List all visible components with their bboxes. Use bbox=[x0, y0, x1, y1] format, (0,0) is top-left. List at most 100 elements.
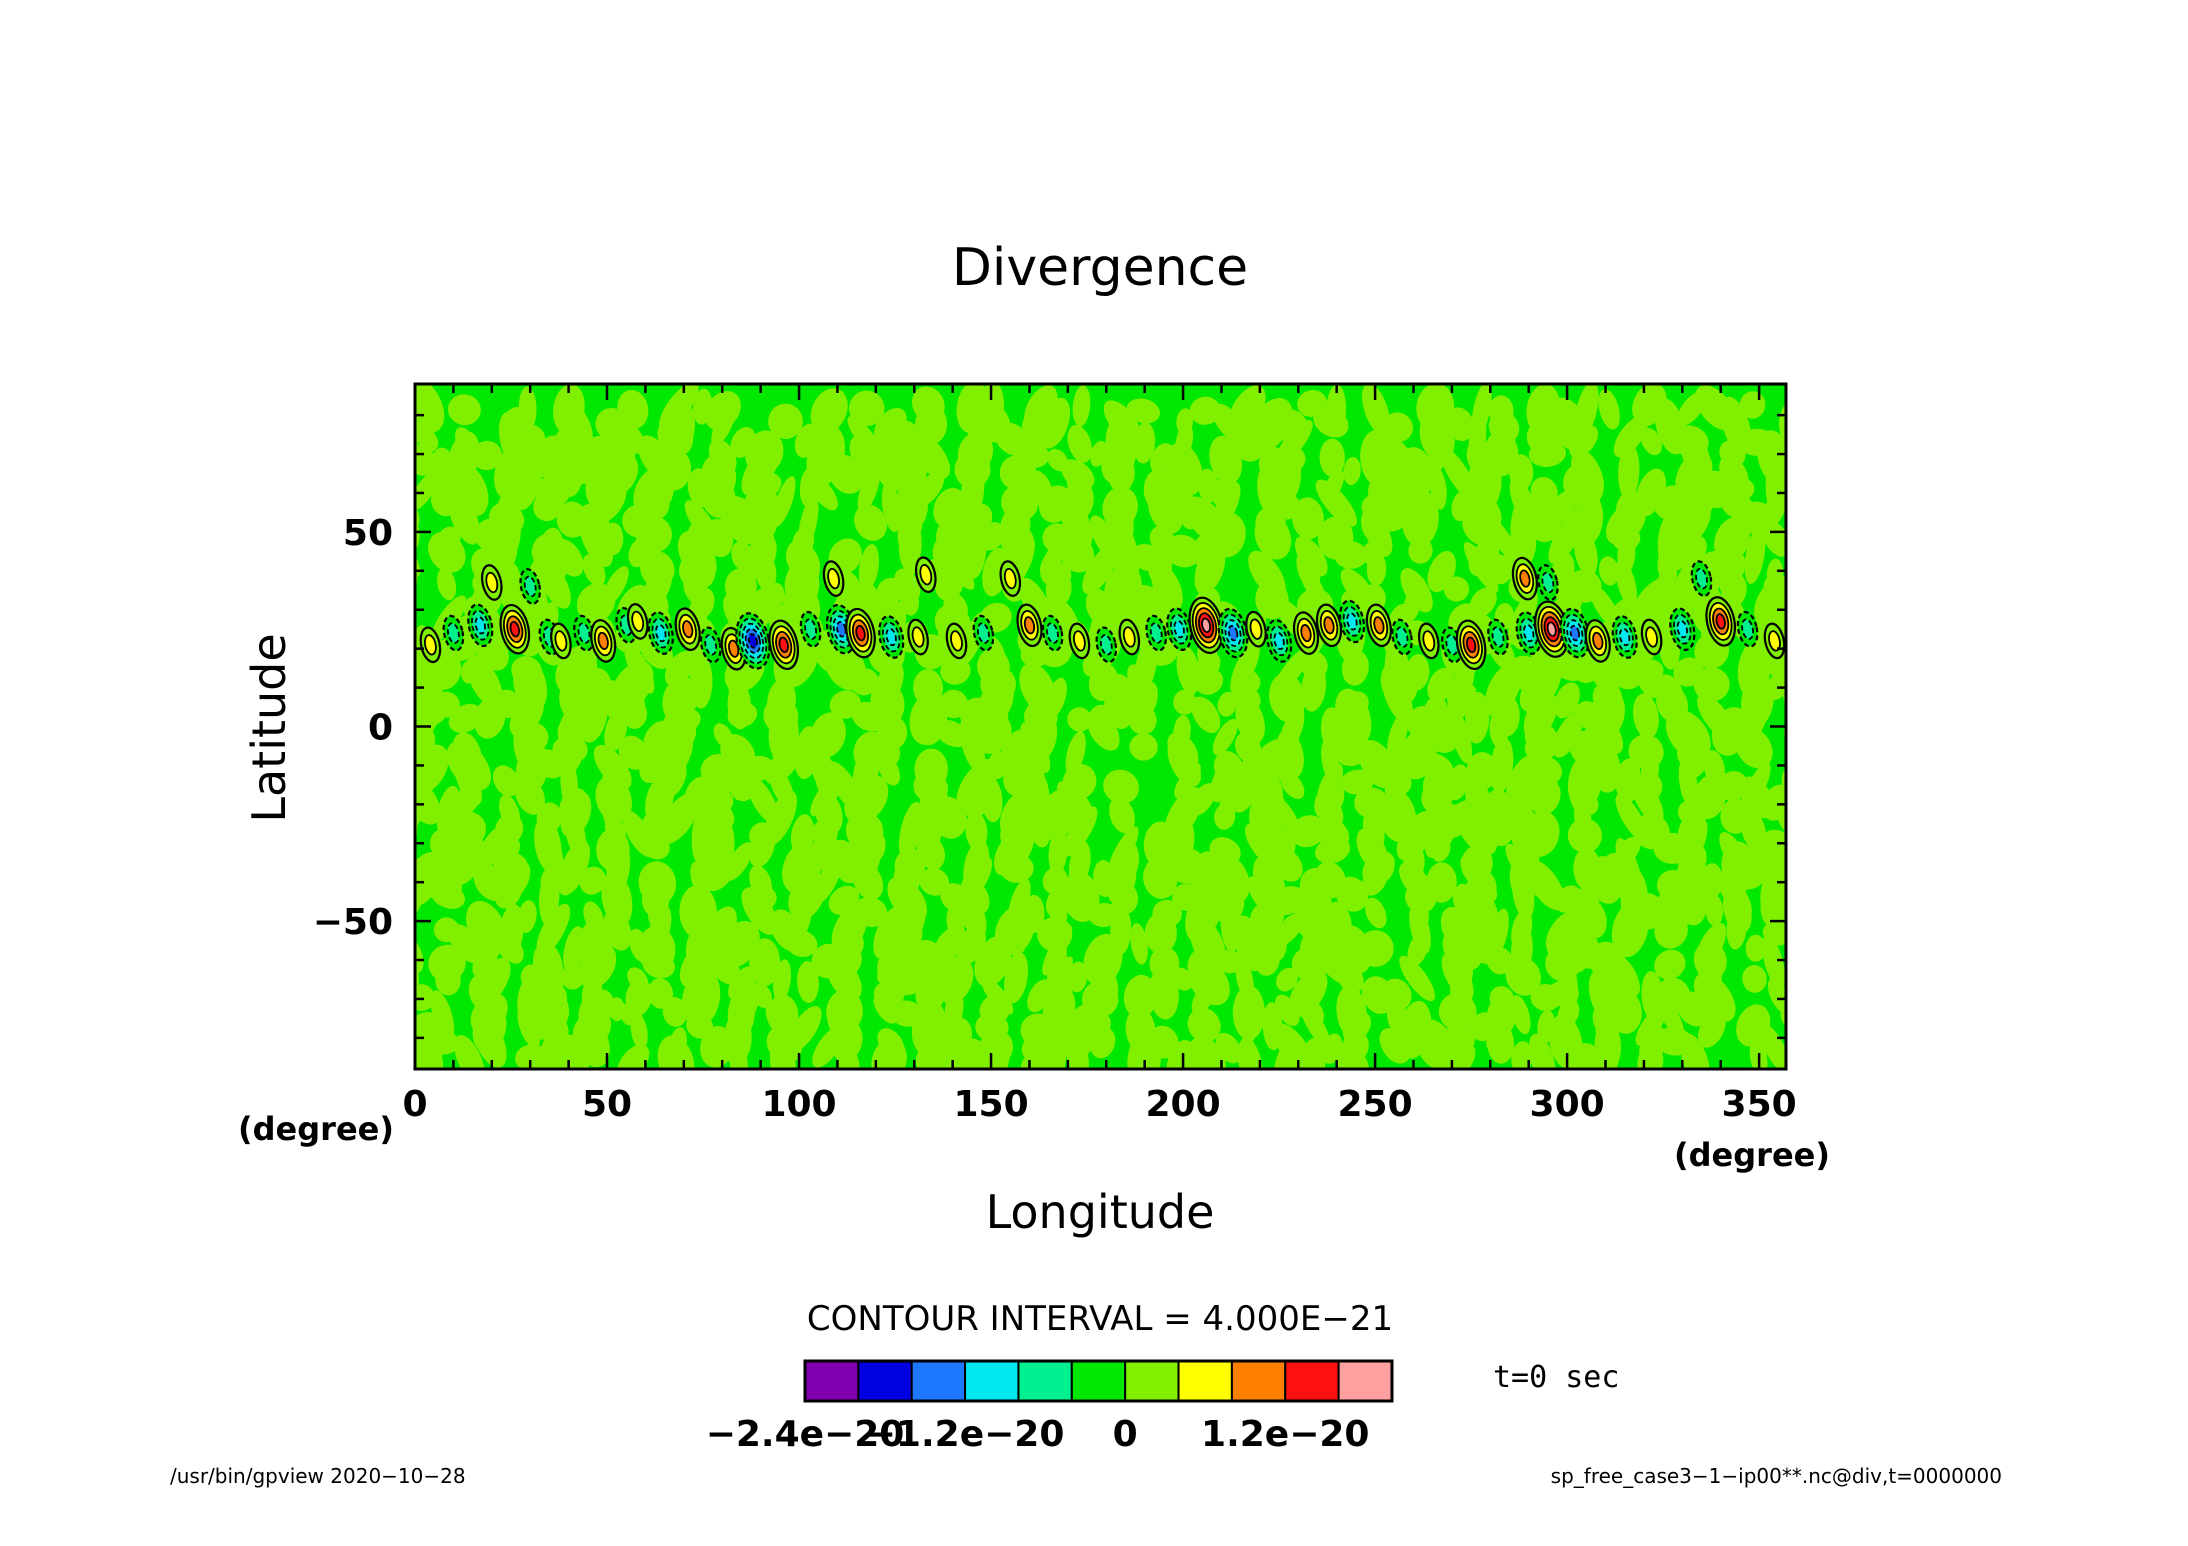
field-patch bbox=[1552, 711, 1583, 758]
field-patch bbox=[1018, 577, 1052, 627]
field-patch bbox=[1067, 961, 1088, 993]
contour-level bbox=[827, 567, 840, 590]
contour-cell bbox=[550, 622, 572, 660]
x-tick-label: 50 bbox=[582, 1084, 632, 1125]
contour-cell bbox=[1217, 607, 1249, 659]
field-patch bbox=[1380, 978, 1412, 1011]
field-patch bbox=[1186, 1037, 1226, 1069]
field-patch bbox=[1528, 1033, 1556, 1069]
field-patch bbox=[1440, 447, 1476, 500]
field-patch bbox=[1697, 694, 1736, 742]
field-patch bbox=[1719, 831, 1747, 872]
field-patch bbox=[1511, 1041, 1533, 1069]
field-patch bbox=[1673, 657, 1704, 687]
contour-level bbox=[1201, 617, 1212, 633]
field-patch bbox=[1276, 967, 1298, 992]
contour-level bbox=[778, 636, 789, 653]
field-patch bbox=[1426, 862, 1457, 903]
field-patch bbox=[1143, 857, 1178, 899]
field-patch bbox=[1294, 536, 1328, 577]
field-patch bbox=[1450, 709, 1472, 764]
contour-cell bbox=[878, 615, 905, 659]
field-patch bbox=[471, 958, 511, 1008]
field-patch bbox=[415, 984, 435, 1012]
field-patch bbox=[1130, 923, 1148, 965]
contour-cell bbox=[999, 560, 1022, 597]
field-patch bbox=[583, 901, 605, 933]
field-patch bbox=[1361, 384, 1391, 436]
field-patch bbox=[579, 866, 607, 895]
x-tick-label: 200 bbox=[1145, 1084, 1220, 1125]
field-patch bbox=[1490, 737, 1514, 793]
field-patch bbox=[1143, 468, 1177, 513]
field-patch bbox=[1678, 819, 1708, 874]
field-patch bbox=[854, 504, 887, 541]
colorbar: −2.4e−20−1.2e−20 0 1.2e−20 bbox=[706, 1359, 1394, 1455]
field-patch bbox=[602, 566, 629, 606]
contour-level bbox=[1323, 616, 1335, 635]
colorbar-tick-label: −2.4e−20 bbox=[706, 1414, 905, 1455]
field-patch bbox=[1510, 995, 1531, 1035]
field-patch bbox=[1374, 438, 1410, 474]
field-patch bbox=[1046, 448, 1069, 472]
colorbar-tick-label: −1.2e−20 bbox=[866, 1414, 1065, 1455]
field-patch bbox=[541, 527, 563, 556]
contour-level bbox=[682, 620, 694, 639]
field-patch bbox=[1744, 527, 1766, 585]
contour-cell bbox=[467, 603, 494, 648]
field-patch bbox=[770, 909, 802, 951]
field-patch bbox=[1272, 647, 1311, 696]
field-patch bbox=[810, 388, 848, 434]
field-patch bbox=[1215, 1032, 1242, 1064]
contour-level bbox=[1695, 567, 1708, 590]
contour-cell bbox=[1118, 618, 1141, 656]
field-patch bbox=[749, 865, 773, 900]
colorbar-border bbox=[803, 1359, 1394, 1403]
field-patch bbox=[956, 384, 989, 434]
x-axis-label: Longitude bbox=[986, 1185, 1215, 1239]
field-patch bbox=[1090, 515, 1118, 560]
field-patch bbox=[1000, 790, 1040, 841]
field-patch bbox=[622, 810, 655, 857]
field-patch bbox=[1618, 443, 1640, 500]
field-patch bbox=[1615, 758, 1642, 803]
field-patch bbox=[1364, 897, 1387, 929]
contour-level bbox=[1592, 631, 1604, 650]
chart-title: Divergence bbox=[952, 238, 1248, 298]
field-patch bbox=[1109, 796, 1135, 834]
colorbar-swatch bbox=[1017, 1360, 1073, 1402]
field-patch bbox=[1573, 847, 1601, 891]
contour-cell bbox=[626, 603, 649, 640]
field-patch bbox=[1427, 551, 1456, 593]
colorbar-swatch bbox=[1124, 1360, 1180, 1402]
contour-cell bbox=[1669, 607, 1696, 651]
field-patch bbox=[752, 983, 773, 1008]
field-patch bbox=[1632, 384, 1667, 427]
field-patch bbox=[1422, 696, 1450, 735]
contour-level bbox=[1395, 626, 1409, 648]
field-patch bbox=[911, 386, 945, 423]
field-patch bbox=[1614, 836, 1641, 866]
contour-level bbox=[631, 610, 645, 633]
field-patch bbox=[471, 440, 503, 471]
field-patch bbox=[1695, 385, 1736, 431]
field-patch bbox=[914, 748, 949, 791]
contour-cell bbox=[1534, 600, 1570, 658]
field-patch bbox=[1174, 422, 1194, 463]
field-patch bbox=[1784, 391, 1817, 431]
field-patch bbox=[386, 832, 415, 892]
x-axis-unit-left: (degree) bbox=[238, 1110, 394, 1148]
contour-cell bbox=[945, 622, 968, 660]
contour-level bbox=[1227, 624, 1239, 642]
field-patch bbox=[1405, 654, 1430, 691]
field-patch bbox=[853, 896, 888, 928]
colorbar-swatch bbox=[964, 1360, 1020, 1402]
field-patch bbox=[1213, 750, 1245, 787]
contour-level bbox=[1519, 569, 1531, 588]
contour-level bbox=[1523, 624, 1535, 643]
contour-level bbox=[1373, 616, 1385, 635]
field-patch bbox=[787, 1006, 822, 1052]
field-patch bbox=[1743, 762, 1771, 808]
field-patch bbox=[1632, 693, 1659, 739]
field-patch bbox=[1129, 733, 1158, 761]
